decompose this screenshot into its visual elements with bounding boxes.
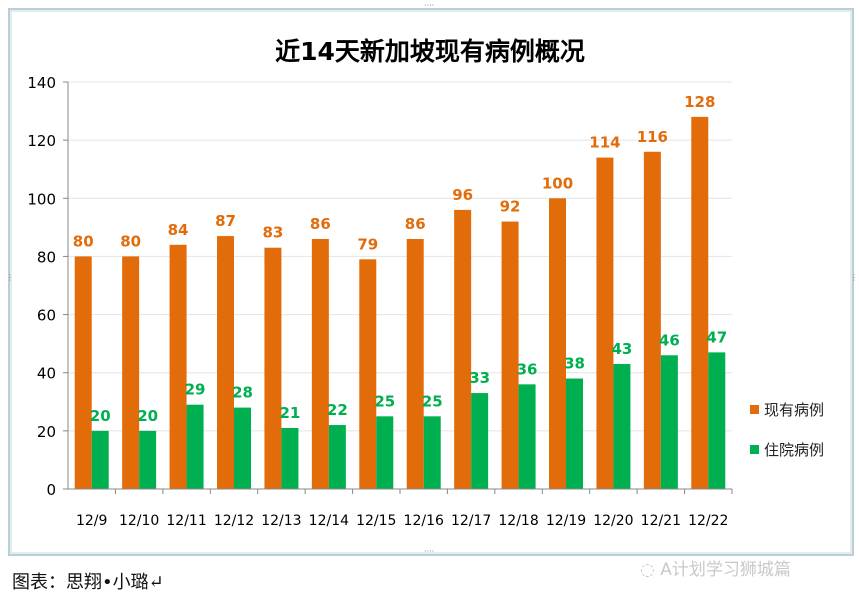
y-tick-label: 120 <box>27 132 56 150</box>
active-bar <box>454 209 472 489</box>
resize-handle-left[interactable]: ⋮ <box>6 273 14 282</box>
figure-caption: 图表：思翔•小璐↵ <box>12 572 164 593</box>
data-label: 83 <box>262 224 283 242</box>
data-label: 43 <box>611 340 632 358</box>
y-tick-label: 40 <box>37 365 56 383</box>
data-label: 96 <box>452 186 473 204</box>
hospitalized-bar <box>660 355 678 489</box>
active-bar <box>549 198 566 490</box>
hospitalized-bar <box>186 404 204 489</box>
active-bar <box>691 116 709 489</box>
active-bar <box>122 256 140 489</box>
data-label: 25 <box>374 392 395 410</box>
active-bar <box>217 236 234 489</box>
hospitalized-bar <box>376 416 394 489</box>
x-tick-label: 12/12 <box>214 513 254 529</box>
resize-handle-right[interactable]: ⋮ <box>850 273 858 282</box>
data-label: 80 <box>73 232 94 250</box>
data-label: 47 <box>706 328 727 346</box>
hospitalized-bar <box>613 363 631 489</box>
data-label: 114 <box>589 134 620 152</box>
x-tick-label: 12/14 <box>309 513 349 529</box>
resize-handle-bottom[interactable]: ···· <box>424 547 435 556</box>
active-bar <box>501 221 519 490</box>
hospitalized-bar <box>566 378 583 489</box>
data-label: 80 <box>120 232 141 250</box>
data-label: 29 <box>185 381 206 399</box>
active-bar <box>643 151 661 489</box>
data-label: 79 <box>357 235 378 253</box>
hospitalized-bar <box>234 407 251 489</box>
y-tick-label: 60 <box>37 307 56 325</box>
hospitalized-bar <box>423 416 441 489</box>
active-bar <box>596 157 614 490</box>
data-label: 22 <box>327 401 348 419</box>
data-label: 86 <box>405 215 426 233</box>
active-bar <box>74 256 92 489</box>
x-tick-label: 12/19 <box>546 513 586 529</box>
active-bar <box>311 238 329 489</box>
data-label: 86 <box>310 215 331 233</box>
watermark-text: A计划学习狮城篇 <box>660 560 791 580</box>
hospitalized-bar <box>518 384 536 489</box>
hospitalized-bar <box>471 393 489 489</box>
y-tick-label: 20 <box>37 423 56 441</box>
data-label: 92 <box>500 198 521 216</box>
active-bar <box>406 238 424 489</box>
legend-swatch <box>750 405 759 414</box>
resize-handle-top[interactable]: ···· <box>424 1 435 10</box>
wechat-icon: ◌ <box>640 560 661 580</box>
x-tick-label: 12/11 <box>166 513 206 529</box>
data-label: 20 <box>90 407 111 425</box>
hospitalized-bar <box>281 427 299 489</box>
hospitalized-bar <box>708 352 726 489</box>
chart-title: 近14天新加坡现有病例概况 <box>275 37 585 66</box>
data-label: 100 <box>542 174 573 192</box>
y-tick-label: 0 <box>46 481 56 499</box>
data-label: 116 <box>637 128 668 146</box>
data-label: 28 <box>232 384 253 402</box>
chart-frame <box>8 8 854 556</box>
y-tick-label: 80 <box>37 248 56 266</box>
watermark: ◌ A计划学习狮城篇 <box>640 555 791 580</box>
x-tick-label: 12/13 <box>261 513 301 529</box>
data-label: 38 <box>564 355 585 373</box>
data-label: 25 <box>422 392 443 410</box>
x-tick-label: 12/9 <box>76 513 107 529</box>
hospitalized-bar <box>91 430 109 489</box>
legend-label: 住院病例 <box>764 441 824 459</box>
data-label: 33 <box>469 369 490 387</box>
legend-label: 现有病例 <box>764 401 824 419</box>
x-tick-label: 12/10 <box>119 513 159 529</box>
x-tick-label: 12/22 <box>688 513 728 529</box>
data-label: 128 <box>684 93 715 111</box>
x-tick-label: 12/16 <box>404 513 444 529</box>
x-tick-label: 12/18 <box>498 513 538 529</box>
data-label: 36 <box>517 360 538 378</box>
x-tick-label: 12/15 <box>356 513 396 529</box>
active-bar <box>264 247 282 489</box>
active-bar <box>359 259 377 489</box>
x-tick-label: 12/21 <box>641 513 681 529</box>
data-label: 21 <box>279 404 300 422</box>
data-label: 84 <box>168 221 189 239</box>
data-label: 46 <box>659 331 680 349</box>
active-bar <box>169 244 187 489</box>
data-label: 20 <box>137 407 158 425</box>
x-tick-label: 12/17 <box>451 513 491 529</box>
y-tick-label: 140 <box>27 74 56 92</box>
legend-swatch <box>750 445 759 454</box>
hospitalized-bar <box>139 430 157 489</box>
hospitalized-bar <box>328 425 346 489</box>
x-tick-label: 12/20 <box>593 513 633 529</box>
data-label: 87 <box>215 212 236 230</box>
y-tick-label: 100 <box>27 190 56 208</box>
